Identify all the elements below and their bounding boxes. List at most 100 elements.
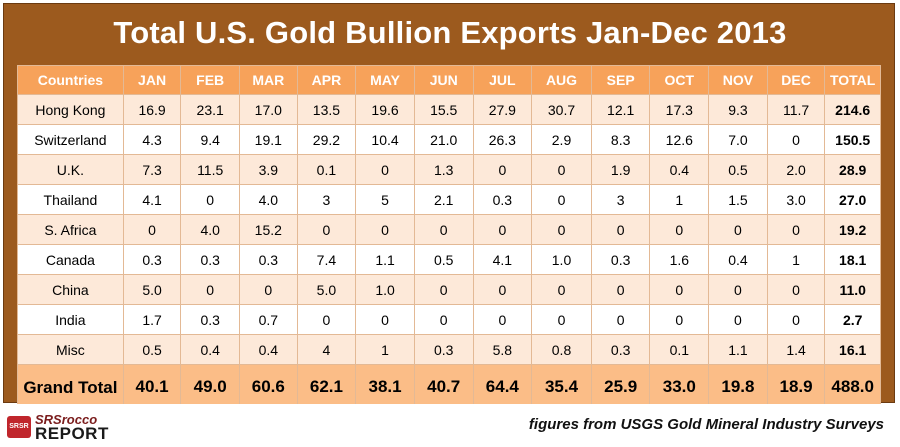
table-row: Hong Kong 16.9 23.1 17.0 13.5 19.6 15.5 27.9 30.…: [17, 94, 881, 125]
country-cell: China: [17, 274, 124, 305]
value-cell: 0: [766, 304, 826, 335]
table-row: Switzerland 4.3 9.4 19.1 29.2 10.4 21.0 26.3 2.9…: [17, 124, 881, 155]
value-cell: 0: [296, 304, 357, 335]
value-cell: 17.0: [239, 94, 298, 125]
table-row: Thailand 4.1 0 4.0 3 5 2.1 0.3 0 3 1 1.5 3.0 27.0: [17, 184, 881, 215]
grand-total-value: 38.1: [355, 364, 415, 410]
value-cell: 13.5: [296, 94, 357, 125]
value-cell: 7.3: [122, 154, 182, 185]
value-cell: 12.1: [590, 94, 651, 125]
value-cell: 29.2: [296, 124, 357, 155]
value-cell: 0: [472, 274, 533, 305]
table-row: Canada 0.3 0.3 0.3 7.4 1.1 0.5 4.1 1.0 0.3 1.6 0.4 1…: [17, 244, 881, 275]
value-cell: 0: [590, 274, 651, 305]
value-cell: 0.3: [590, 334, 651, 365]
column-header: OCT: [649, 65, 710, 95]
value-cell: 3: [296, 184, 357, 215]
value-cell: 0: [531, 184, 592, 215]
country-cell: Hong Kong: [17, 94, 124, 125]
value-cell: 4: [296, 334, 357, 365]
value-cell: 3.0: [766, 184, 826, 215]
grand-total-value: 64.4: [472, 364, 533, 410]
grand-total-value: 62.1: [296, 364, 357, 410]
value-cell: 3.9: [239, 154, 298, 185]
total-cell: 18.1: [824, 244, 881, 275]
value-cell: 0.5: [413, 244, 474, 275]
value-cell: 16.9: [122, 94, 182, 125]
value-cell: 0.3: [239, 244, 298, 275]
value-cell: 0: [766, 214, 826, 245]
value-cell: 0.8: [531, 334, 592, 365]
country-cell: Switzerland: [17, 124, 124, 155]
logo-bottom-text: REPORT: [35, 424, 109, 443]
value-cell: 1: [355, 334, 415, 365]
value-cell: 0.5: [122, 334, 182, 365]
column-header: MAR: [239, 65, 298, 95]
grand-total-value: 488.0: [824, 364, 881, 410]
country-cell: U.K.: [17, 154, 124, 185]
value-cell: 0.4: [180, 334, 240, 365]
grand-total-value: 35.4: [531, 364, 592, 410]
value-cell: 19.6: [355, 94, 415, 125]
table-frame: Total U.S. Gold Bullion Exports Jan-Dec …: [3, 3, 895, 410]
table-row: India 1.7 0.3 0.7 0 0 0 0 0 0 0 0 0 2.7: [17, 304, 881, 335]
value-cell: 0.1: [649, 334, 710, 365]
value-cell: 0.3: [413, 334, 474, 365]
value-cell: 9.3: [708, 94, 768, 125]
value-cell: 1.1: [708, 334, 768, 365]
value-cell: 1.6: [649, 244, 710, 275]
country-cell: Thailand: [17, 184, 124, 215]
value-cell: 0: [472, 304, 533, 335]
value-cell: 0: [531, 214, 592, 245]
value-cell: 0.3: [180, 244, 240, 275]
value-cell: 0: [472, 154, 533, 185]
value-cell: 0: [355, 154, 415, 185]
value-cell: 0: [766, 124, 826, 155]
column-header: JUN: [413, 65, 474, 95]
value-cell: 3: [590, 184, 651, 215]
total-cell: 16.1: [824, 334, 881, 365]
value-cell: 0.7: [239, 304, 298, 335]
country-cell: India: [17, 304, 124, 335]
value-cell: 1.1: [355, 244, 415, 275]
value-cell: 15.5: [413, 94, 474, 125]
value-cell: 4.0: [239, 184, 298, 215]
value-cell: 5.0: [122, 274, 182, 305]
table-row: Misc 0.5 0.4 0.4 4 1 0.3 5.8 0.8 0.3 0.1 1.1 1.4 16.1: [17, 334, 881, 365]
table-row: U.K. 7.3 11.5 3.9 0.1 0 1.3 0 0 1.9 0.4 0.5 2.0 28.9: [17, 154, 881, 185]
value-cell: 7.0: [708, 124, 768, 155]
value-cell: 1.7: [122, 304, 182, 335]
value-cell: 17.3: [649, 94, 710, 125]
value-cell: 0: [413, 274, 474, 305]
value-cell: 4.1: [122, 184, 182, 215]
header-row: Countries JAN FEB MAR APR MAY JUN JUL AUG SEP OCT N…: [17, 65, 881, 95]
grand-total-value: 19.8: [708, 364, 768, 410]
value-cell: 5.8: [472, 334, 533, 365]
value-cell: 0: [590, 214, 651, 245]
value-cell: 9.4: [180, 124, 240, 155]
value-cell: 0.3: [122, 244, 182, 275]
logo-badge-icon: SRSR: [7, 416, 31, 438]
column-header: JUL: [472, 65, 533, 95]
value-cell: 0.5: [708, 154, 768, 185]
value-cell: 0: [239, 274, 298, 305]
column-header: SEP: [590, 65, 651, 95]
value-cell: 0: [649, 274, 710, 305]
value-cell: 23.1: [180, 94, 240, 125]
value-cell: 0: [355, 304, 415, 335]
chart-title: Total U.S. Gold Bullion Exports Jan-Dec …: [113, 15, 787, 50]
value-cell: 0: [413, 304, 474, 335]
total-cell: 2.7: [824, 304, 881, 335]
value-cell: 1.3: [413, 154, 474, 185]
column-header: AUG: [531, 65, 592, 95]
value-cell: 0: [708, 274, 768, 305]
total-cell: 28.9: [824, 154, 881, 185]
value-cell: 4.1: [472, 244, 533, 275]
column-header: FEB: [180, 65, 240, 95]
value-cell: 0: [531, 274, 592, 305]
value-cell: 4.0: [180, 214, 240, 245]
grand-total-row: Grand Total 40.1 49.0 60.6 62.1 38.1 40.7 64.4 3…: [17, 364, 881, 410]
value-cell: 12.6: [649, 124, 710, 155]
value-cell: 0.4: [708, 244, 768, 275]
value-cell: 2.0: [766, 154, 826, 185]
